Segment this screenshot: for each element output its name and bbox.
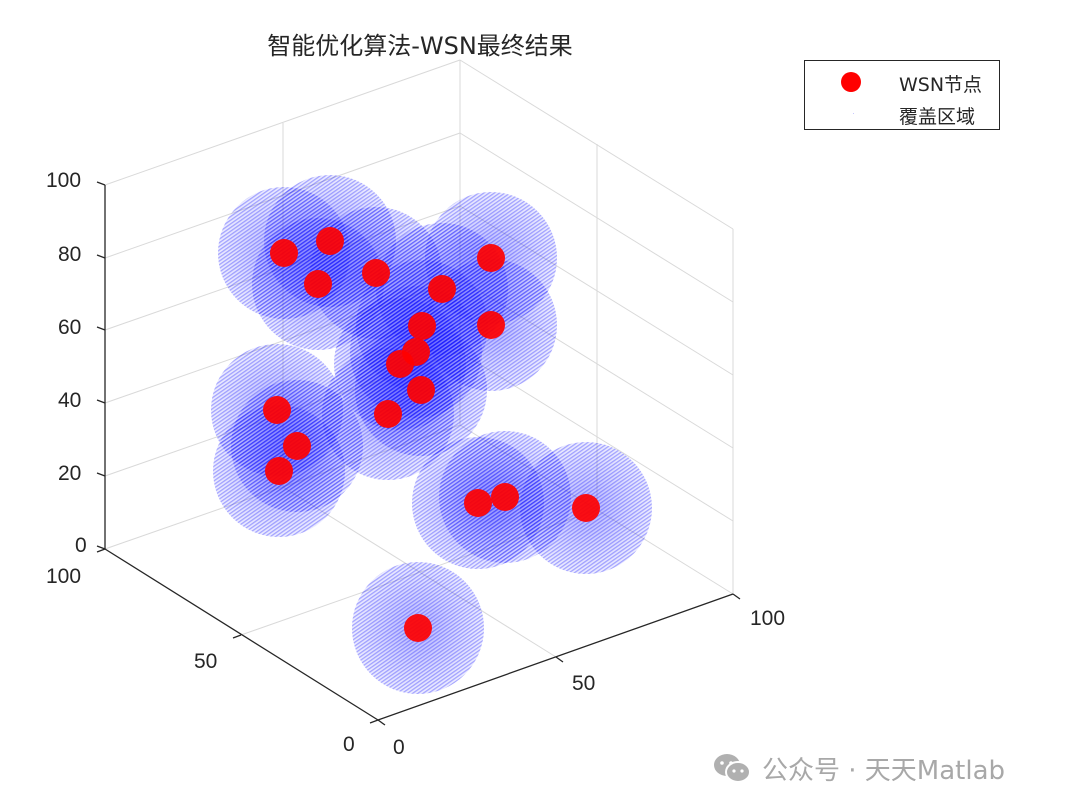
x-axis: [377, 593, 734, 721]
wsn-nodes: [263, 227, 600, 642]
x-tick-label: 50: [572, 672, 596, 695]
point-marker-icon: [853, 113, 854, 114]
y-axis: [104, 548, 379, 721]
wsn-node: [304, 270, 332, 298]
x-tick-label: 0: [393, 736, 405, 759]
wsn-node: [477, 244, 505, 272]
wsn-node: [270, 239, 298, 267]
wsn-node: [464, 489, 492, 517]
wsn-node: [407, 376, 435, 404]
x-tick-label: 100: [750, 607, 786, 630]
y-tick-label: 100: [46, 565, 82, 588]
legend: WSN节点 覆盖区域: [804, 60, 1000, 130]
y-tick-label: 0: [343, 733, 355, 756]
wsn-node: [572, 494, 600, 522]
z-tick-label: 100: [46, 169, 82, 192]
wsn-node: [263, 396, 291, 424]
wechat-icon: [714, 754, 751, 783]
red-dot-marker-icon: [841, 72, 861, 92]
wsn-node: [408, 312, 436, 340]
wsn-node: [477, 311, 505, 339]
wsn-node: [374, 400, 402, 428]
legend-label: 覆盖区域: [899, 106, 976, 128]
legend-label: WSN节点: [899, 74, 983, 96]
wsn-node: [362, 259, 390, 287]
watermark-text: 公众号 · 天天Matlab: [762, 755, 1006, 786]
wsn-node: [265, 457, 293, 485]
z-tick-label: 60: [58, 316, 82, 339]
watermark: 公众号 · 天天Matlab: [712, 748, 1005, 788]
z-tick-label: 40: [58, 389, 82, 412]
z-tick-label: 20: [58, 462, 82, 485]
chart-title: 智能优化算法-WSN最终结果: [267, 32, 573, 60]
wsn-node: [428, 275, 456, 303]
wsn-node: [404, 614, 432, 642]
wsn-node: [491, 483, 519, 511]
z-tick-label: 0: [75, 534, 87, 557]
legend-entry-coverage: 覆盖区域: [805, 97, 999, 128]
y-tick-label: 50: [194, 650, 218, 673]
wsn-node: [283, 432, 311, 460]
wsn-node: [316, 227, 344, 255]
legend-entry-nodes: WSN节点: [805, 65, 999, 96]
axes: [96, 181, 741, 726]
wsn-node: [386, 350, 414, 378]
z-tick-label: 80: [58, 243, 82, 266]
